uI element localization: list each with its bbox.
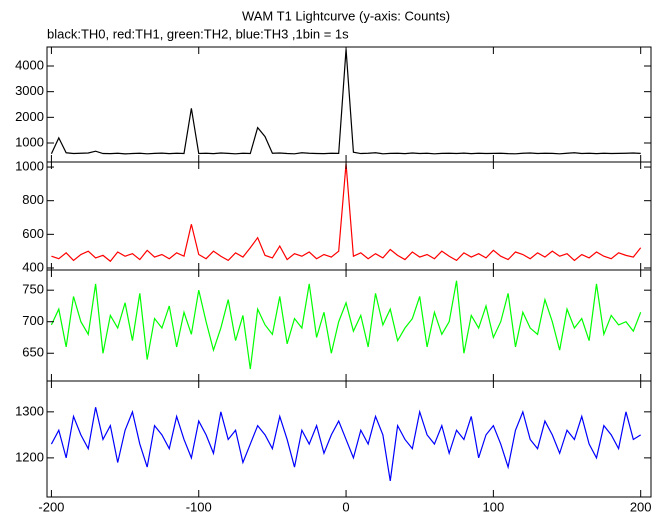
y-tick-label: 2000 [15, 109, 44, 124]
x-tick-label: 100 [483, 499, 505, 514]
y-tick-label: 1000 [15, 134, 44, 149]
series-line [50, 407, 642, 481]
x-tick-label: 0 [342, 499, 349, 514]
panel-frame [46, 380, 652, 498]
y-tick-label: 1200 [15, 449, 44, 464]
y-tick-label: 3000 [15, 83, 44, 98]
chart-title: WAM T1 Lightcurve (y-axis: Counts) [242, 8, 450, 23]
chart-subtitle: black:TH0, red:TH1, green:TH2, blue:TH3 … [47, 26, 349, 41]
series-line [50, 280, 642, 370]
panel-frame [46, 269, 652, 382]
y-tick-label: 750 [22, 282, 44, 297]
y-tick-label: 1000 [15, 158, 44, 173]
series-line [51, 163, 642, 263]
y-tick-label: 600 [22, 226, 44, 241]
panel-frame [46, 46, 652, 163]
y-tick-label: 650 [22, 345, 44, 360]
x-tick-label: 200 [630, 499, 652, 514]
x-tick-label: -200 [38, 499, 64, 514]
y-tick-label: 800 [22, 192, 44, 207]
y-tick-label: 1300 [15, 403, 44, 418]
x-tick-label: -100 [186, 499, 212, 514]
y-tick-label: 400 [22, 259, 44, 274]
y-tick-label: 4000 [15, 57, 44, 72]
y-tick-label: 700 [22, 313, 44, 328]
series-line [50, 49, 641, 155]
panel-frame [46, 161, 652, 271]
